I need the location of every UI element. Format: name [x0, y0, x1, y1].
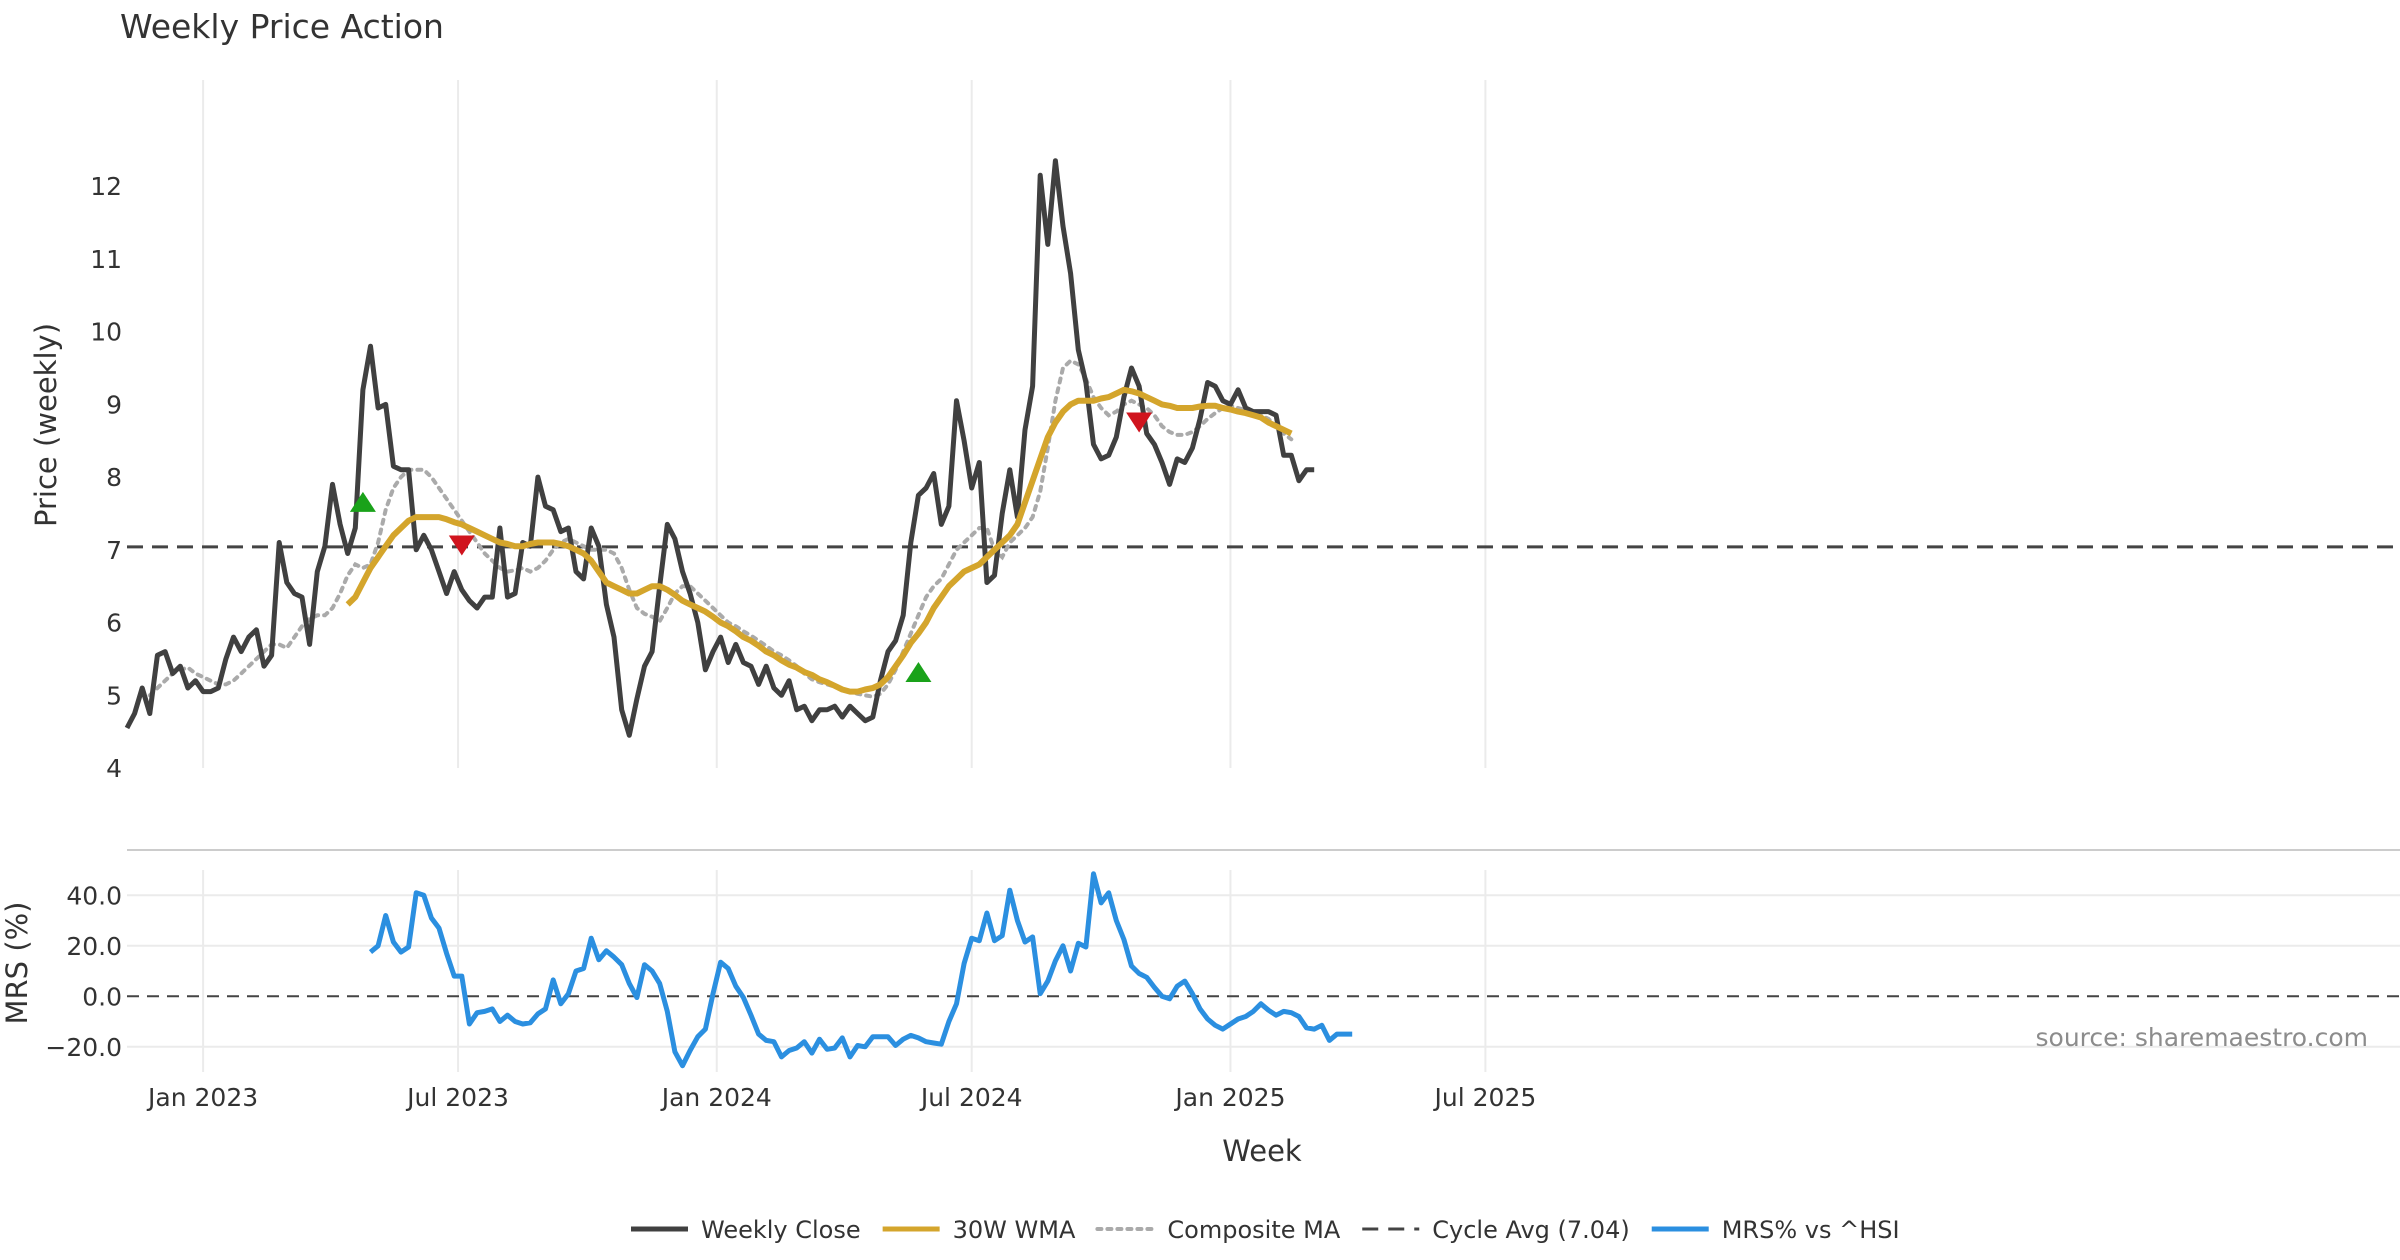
- price-y-tick-label: 10: [90, 318, 122, 347]
- signal-markers: [349, 412, 1153, 682]
- price-panel: 4 5 6 7 8 9 10 11 12 Price (weekly): [29, 80, 2400, 1072]
- mrs-y-axis-ticks: 40.0 20.0 0.0 −20.0: [45, 881, 2400, 1062]
- mrs-y-tick-label: 0.0: [82, 982, 122, 1011]
- price-y-tick-label: 12: [90, 172, 122, 201]
- mrs-line: [368, 871, 1353, 1069]
- mrs-panel: 40.0 20.0 0.0 −20.0 MRS (%) source: sharema…: [0, 871, 2400, 1069]
- buy-signal-marker: [349, 491, 376, 512]
- weekly-close-line: [124, 158, 1315, 738]
- price-y-axis-ticks: 4 5 6 7 8 9 10 11 12: [90, 172, 122, 783]
- price-y-tick-label: 8: [106, 463, 122, 492]
- buy-signal-marker: [905, 662, 932, 682]
- legend-item: Weekly Close: [631, 1216, 861, 1244]
- price-y-tick-label: 4: [106, 754, 122, 783]
- legend-label: Cycle Avg (7.04): [1432, 1216, 1629, 1244]
- price-y-tick-label: 5: [106, 681, 122, 710]
- legend-label: Weekly Close: [701, 1216, 861, 1244]
- wma-30w-line: [345, 386, 1293, 695]
- x-tick-label: Jan 2023: [146, 1083, 258, 1112]
- price-y-tick-label: 6: [106, 609, 122, 638]
- price-y-tick-label: 7: [106, 536, 122, 565]
- composite-ma-line: [147, 358, 1294, 699]
- legend-item: MRS% vs ^HSI: [1651, 1216, 1900, 1244]
- price-y-tick-label: 11: [90, 245, 122, 274]
- x-tick-label: Jul 2025: [1433, 1083, 1537, 1112]
- x-axis-label: Week: [1222, 1134, 1302, 1168]
- x-tick-label: Jan 2024: [660, 1083, 772, 1112]
- legend-item: Composite MA: [1095, 1216, 1341, 1244]
- legend-label: MRS% vs ^HSI: [1722, 1216, 1900, 1244]
- sell-signal-marker: [448, 535, 475, 556]
- price-vertical-gridlines: [202, 80, 1487, 1072]
- legend-label: Composite MA: [1167, 1216, 1340, 1244]
- sell-signal-marker: [1126, 412, 1153, 433]
- chart-title: Weekly Price Action: [120, 7, 444, 46]
- x-tick-label: Jan 2025: [1173, 1083, 1285, 1112]
- x-axis-ticks: Jan 2023 Jul 2023 Jan 2024 Jul 2024 Jan 2025…: [146, 1083, 1536, 1112]
- x-tick-label: Jul 2024: [919, 1083, 1023, 1112]
- price-y-axis-label: Price (weekly): [29, 323, 63, 527]
- source-note: source: sharemaestro.com: [2036, 1023, 2369, 1052]
- mrs-y-axis-label: MRS (%): [0, 902, 34, 1025]
- mrs-y-tick-label: 20.0: [66, 932, 122, 961]
- x-tick-label: Jul 2023: [405, 1083, 509, 1112]
- legend: Weekly Close 30W WMA Composite MA Cycle Avg…: [631, 1216, 1900, 1244]
- legend-item: Cycle Avg (7.04): [1362, 1216, 1630, 1244]
- mrs-y-tick-label: 40.0: [66, 881, 122, 910]
- mrs-y-tick-label: −20.0: [45, 1033, 122, 1062]
- price-y-tick-label: 9: [106, 390, 122, 419]
- legend-item: 30W WMA: [882, 1216, 1076, 1244]
- legend-label: 30W WMA: [953, 1216, 1076, 1244]
